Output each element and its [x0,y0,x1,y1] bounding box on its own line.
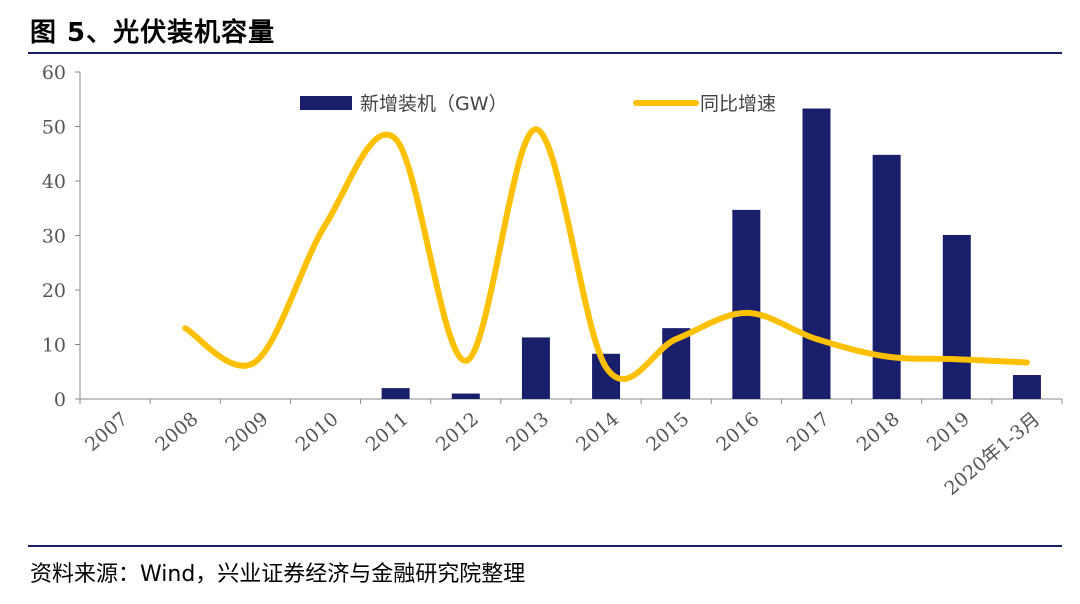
bar-2016 [732,209,761,399]
y-tick-label: 40 [42,171,66,193]
legend-bar-swatch [300,96,352,110]
source-note: 资料来源：Wind，兴业证券经济与金融研究院整理 [30,562,526,587]
y-tick-label: 20 [42,280,66,302]
x-tick-label: 2009 [221,408,272,456]
title-rule [28,52,1062,54]
x-tick-label: 2018 [853,408,904,456]
bar-2018 [872,154,901,399]
x-tick-label: 2010 [292,408,343,456]
bar-2020年1-3月 [1012,375,1041,399]
legend-bar-label: 新增装机（GW） [360,93,508,115]
legend-line-label: 同比增速 [700,93,776,115]
photovoltaic-capacity-chart: 0 10 20 30 40 50 60 2007 2008 2009 2010 2011 2012 20… [42,62,1063,500]
bar-2019 [942,234,971,399]
x-tick-label: 2013 [502,408,553,456]
growth-rate-line [182,126,1030,382]
footer-rule [28,545,1062,547]
x-tick-label: 2014 [572,408,623,456]
bar-2012 [451,393,480,399]
x-tick-label: 2017 [783,408,834,456]
x-tick-label: 2012 [432,408,483,456]
y-tick-label: 0 [54,389,66,411]
bar-2013 [521,337,550,399]
y-tick-label: 60 [42,62,66,84]
x-tick-label: 2015 [642,408,693,456]
y-tick-label: 10 [42,335,66,357]
x-tick-label: 2019 [923,408,974,456]
y-tick-label: 30 [42,226,66,248]
bar-2011 [381,388,410,399]
x-tick-label: 2011 [362,408,413,456]
x-tick-label: 2016 [712,408,763,456]
x-tick-label: 2008 [151,408,202,456]
x-tick-label: 2007 [81,408,132,456]
bar-2017 [802,108,831,399]
figure-title: 图 5、光伏装机容量 [30,18,276,48]
y-tick-label: 50 [42,117,66,139]
